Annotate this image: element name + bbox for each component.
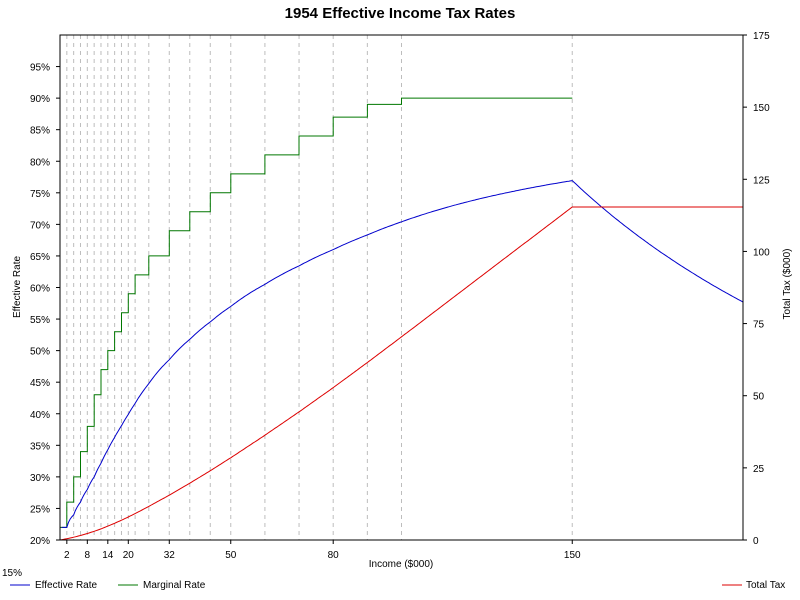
right-tick-label-125: 125 — [753, 175, 770, 186]
left-tick-label-14: 90% — [30, 94, 50, 105]
x-tick-label-2: 2 — [64, 550, 70, 561]
left-tick-label-5: 45% — [30, 378, 50, 389]
left-tick-label-10: 70% — [30, 220, 50, 231]
right-tick-label-100: 100 — [753, 247, 770, 258]
left-tick-label-extra: 15% — [2, 568, 22, 579]
right-tick-label-0: 0 — [753, 536, 759, 547]
total-tax-line — [59, 206, 743, 541]
x-tick-label-50: 50 — [225, 550, 237, 561]
legend: Effective Rate Marginal Rate Total Tax — [10, 580, 785, 591]
left-tick-label-15: 95% — [30, 63, 50, 74]
left-tick-label-12: 80% — [30, 157, 50, 168]
left-tick-label-1: 25% — [30, 504, 50, 515]
x-axis-label: Income ($000) — [369, 559, 433, 570]
right-tick-label-75: 75 — [753, 320, 765, 331]
left-tick-label-2: 30% — [30, 473, 50, 484]
chart-title: 1954 Effective Income Tax Rates — [285, 5, 516, 22]
right-tick-label-175: 175 — [753, 31, 770, 42]
x-tick-label-80: 80 — [328, 550, 340, 561]
left-tick-label-6: 50% — [30, 347, 50, 358]
x-tick-label-32: 32 — [164, 550, 176, 561]
right-axis-ticks: 0 25 50 75 100 125 150 175 — [743, 31, 770, 547]
right-axis-label: Total Tax ($000) — [782, 249, 793, 320]
left-axis-label: Effective Rate — [12, 256, 23, 319]
right-tick-label-50: 50 — [753, 392, 765, 403]
left-tick-label-13: 85% — [30, 126, 50, 137]
left-axis-ticks: 20% 25% 30% 35% 40% 45% 50% 55% 60% 65% 70% 75% 80% 8… — [30, 63, 60, 547]
left-tick-label-11: 75% — [30, 189, 50, 200]
marginal-rate-line — [60, 97, 573, 528]
right-tick-label-25: 25 — [753, 464, 765, 475]
effective-rate-line — [61, 180, 744, 528]
left-tick-label-4: 40% — [30, 410, 50, 421]
x-tick-label-20: 20 — [123, 550, 135, 561]
left-tick-label-0: 20% — [30, 536, 50, 547]
legend-label-effective-rate: Effective Rate — [35, 580, 98, 591]
series-lines — [59, 97, 744, 541]
legend-label-total-tax: Total Tax — [746, 580, 785, 591]
left-tick-label-3: 35% — [30, 441, 50, 452]
left-tick-label-9: 65% — [30, 252, 50, 263]
left-tick-label-8: 60% — [30, 284, 50, 295]
x-tick-label-150: 150 — [564, 550, 581, 561]
x-tick-label-8: 8 — [85, 550, 91, 561]
left-tick-label-7: 55% — [30, 315, 50, 326]
right-tick-label-150: 150 — [753, 103, 770, 114]
x-axis-ticks: 2 8 14 20 32 50 80 150 — [64, 540, 581, 561]
x-tick-label-14: 14 — [102, 550, 114, 561]
legend-label-marginal-rate: Marginal Rate — [143, 580, 206, 591]
